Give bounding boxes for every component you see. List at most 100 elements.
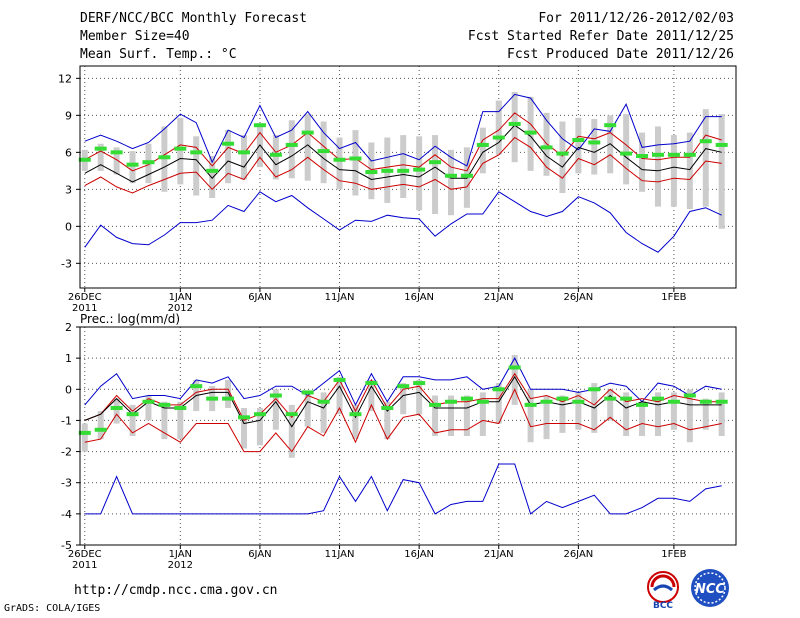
- ensemble-box: [209, 156, 216, 198]
- ensemble-box: [97, 411, 104, 440]
- median-marker: [715, 399, 728, 404]
- ensemble-box: [463, 395, 470, 436]
- ensemble-box: [607, 389, 614, 421]
- forecast-started-date: Fcst Started Refer Date 2011/12/25: [467, 29, 734, 44]
- x-tick-label: 26DEC: [68, 292, 102, 303]
- median-marker: [126, 412, 139, 417]
- median-marker: [540, 145, 553, 150]
- ensemble-box: [272, 135, 279, 180]
- x-tick-label: 21JAN: [484, 292, 514, 303]
- ensemble-box: [241, 135, 247, 180]
- median-marker: [636, 154, 649, 159]
- median-marker: [269, 393, 282, 398]
- ncc-logo-ring: [694, 572, 726, 604]
- median-marker: [683, 393, 696, 398]
- y-tick-label: 9: [65, 109, 72, 122]
- ensemble-box: [654, 392, 661, 436]
- ensemble-box: [272, 389, 279, 430]
- ensemble-box: [543, 395, 550, 440]
- median-marker: [349, 156, 362, 161]
- ensemble-box: [511, 91, 518, 163]
- forecast-period: For 2011/12/26-2012/02/03: [538, 11, 734, 26]
- median-marker: [349, 412, 362, 417]
- ensemble-box: [225, 130, 232, 184]
- ensemble-box: [304, 392, 311, 427]
- x-tick-label: 26JAN: [563, 292, 593, 303]
- ensemble-box: [623, 392, 630, 436]
- ensemble-box: [129, 151, 136, 184]
- median-marker: [317, 399, 330, 404]
- ensemble-box: [432, 395, 439, 436]
- ensemble-box: [145, 395, 152, 421]
- x-tick-label: 1JAN: [169, 292, 192, 303]
- median-marker: [142, 399, 155, 404]
- median-marker: [142, 160, 155, 165]
- y-tick-label: 1: [65, 352, 72, 365]
- ensemble-box: [225, 379, 232, 408]
- x-tick-label: 21JAN: [484, 549, 514, 560]
- median-marker: [540, 399, 553, 404]
- bcc-logo-swirl: [650, 574, 676, 588]
- median-marker: [413, 167, 426, 172]
- median-marker: [110, 150, 123, 155]
- footer-url[interactable]: http://cmdp.ncc.cma.gov.cn: [74, 583, 278, 598]
- ensemble-box: [352, 404, 359, 440]
- y-tick-label: -3: [61, 257, 72, 270]
- ensemble-box: [559, 395, 566, 433]
- ensemble-box: [304, 114, 311, 181]
- ensemble-box: [400, 383, 407, 415]
- grads-credit: GrADS: COLA/IGES: [4, 603, 101, 614]
- x-tick-year-label: 2012: [168, 303, 193, 314]
- median-marker: [604, 396, 617, 401]
- member-size-label: Member Size=40: [80, 29, 190, 44]
- chart-title: DERF/NCC/BCC Monthly Forecast: [80, 11, 307, 26]
- median-marker: [317, 149, 330, 154]
- series-line-p-high: [84, 112, 722, 172]
- median-marker: [429, 402, 442, 407]
- y-tick-label: 12: [58, 72, 72, 85]
- ensemble-box: [336, 376, 343, 415]
- x-tick-label: 6JAN: [248, 292, 271, 303]
- ensemble-box: [177, 401, 184, 440]
- x-tick-year-label: 2012: [168, 560, 193, 571]
- series-line-p-high: [84, 372, 722, 422]
- median-marker: [78, 430, 91, 435]
- median-marker: [365, 170, 378, 175]
- series-line-max: [84, 93, 722, 167]
- ensemble-box: [256, 407, 263, 446]
- median-marker: [397, 168, 410, 173]
- median-marker: [381, 168, 394, 173]
- median-marker: [572, 138, 585, 142]
- y-tick-label: -3: [61, 477, 72, 490]
- median-marker: [444, 173, 457, 178]
- median-marker: [556, 151, 569, 156]
- median-marker: [78, 157, 91, 162]
- ensemble-box: [161, 401, 168, 440]
- median-marker: [285, 412, 298, 417]
- ensemble-box: [527, 389, 534, 443]
- ensemble-box: [336, 137, 343, 190]
- ncc-logo: NCC: [691, 569, 729, 607]
- median-marker: [253, 412, 266, 417]
- x-tick-label: 1JAN: [169, 549, 192, 560]
- ensemble-box: [113, 398, 120, 424]
- median-marker: [206, 396, 219, 401]
- median-marker: [667, 152, 680, 157]
- ensemble-box: [495, 100, 502, 155]
- ensemble-box: [113, 147, 120, 175]
- ensemble-box: [702, 109, 709, 207]
- median-marker: [158, 402, 171, 407]
- ensemble-box: [320, 392, 327, 433]
- median-marker: [620, 151, 633, 156]
- ncc-logo-disc: [691, 569, 729, 607]
- ensemble-box: [686, 132, 693, 210]
- y-tick-label: 0: [65, 383, 72, 396]
- x-tick-year-label: 2011: [72, 303, 97, 314]
- series-line-p-low: [84, 388, 722, 453]
- median-marker: [508, 121, 521, 126]
- ensemble-box: [559, 121, 566, 194]
- median-marker: [699, 399, 712, 404]
- ensemble-box: [479, 392, 486, 436]
- ensemble-box: [495, 383, 502, 424]
- series-line-min: [84, 191, 722, 253]
